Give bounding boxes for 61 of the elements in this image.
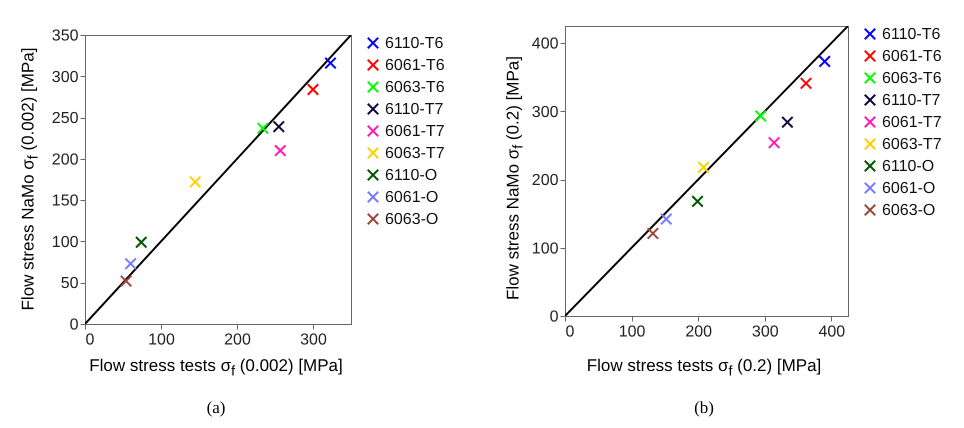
x-axis-title: Flow stress tests σ$_{f}$ (0.002) [MPa] (89, 356, 343, 380)
legend-label: 6061-O (385, 189, 438, 206)
y-tick-label: 100 (52, 234, 79, 251)
y-tick-label: 200 (52, 151, 79, 168)
point (646, 227, 660, 240)
point (660, 212, 672, 226)
y-tick-label: 100 (532, 240, 559, 258)
x-tick-label: 300 (752, 324, 779, 340)
point (256, 122, 270, 135)
legend-label: 6110-T7 (882, 92, 941, 109)
legend-label: 6063-T6 (385, 79, 445, 96)
y-tick-label: 400 (532, 36, 559, 53)
x-tick-label: 200 (685, 324, 712, 340)
x-axis-title: Flow stress tests σ$_{f}$ (0.2) [MPa] (586, 356, 822, 380)
legend-label: 6110-T7 (385, 101, 444, 118)
point (272, 120, 286, 133)
legend-label: 6110-O (385, 167, 438, 184)
point (691, 195, 704, 208)
y-tick-label: 200 (532, 172, 559, 190)
point (124, 257, 137, 270)
x-tick-label: 0 (566, 324, 574, 340)
point (120, 274, 132, 288)
legend-label: 6061-T7 (882, 114, 942, 131)
legend-label: 6061-O (882, 180, 936, 197)
legend-label: 6110-T6 (385, 35, 444, 52)
legend-label: 6063-T6 (882, 70, 942, 87)
point (818, 55, 831, 68)
point (134, 236, 148, 248)
legend-label: 6063-T7 (385, 145, 445, 162)
point (274, 144, 287, 157)
x-tick-label: 300 (300, 332, 327, 348)
x-tick-label: 0 (86, 332, 94, 348)
point (768, 136, 780, 149)
x-tick-label: 100 (148, 332, 175, 348)
y-tick-label: 50 (60, 275, 79, 292)
legend-label: 6063-O (385, 211, 438, 228)
y-tick-label: 250 (52, 110, 79, 128)
point (306, 83, 320, 96)
y-tick-label: 0 (550, 308, 559, 326)
point (781, 116, 794, 128)
legend-label: 6110-T6 (882, 26, 941, 43)
point (697, 161, 710, 174)
point (188, 176, 202, 188)
y-tick-label: 300 (532, 104, 559, 121)
point (754, 110, 768, 122)
legend-label: 6061-T7 (385, 123, 445, 140)
y-tick-label: 350 (52, 28, 79, 44)
x-tick-label: 100 (618, 324, 646, 340)
legend-label: 6061-T6 (882, 48, 942, 65)
text: (a) (206, 398, 226, 418)
point (324, 56, 337, 70)
y-tick-label: 150 (52, 192, 79, 210)
text: (b) (694, 398, 714, 418)
x-tick-label: 200 (224, 332, 251, 348)
legend-label: 6061-T6 (385, 57, 445, 74)
legend-label: 6063-O (882, 202, 936, 219)
y-tick-label: 300 (52, 68, 79, 86)
legend-label: 6063-T7 (882, 136, 942, 153)
legend-label: 6110-O (882, 158, 934, 175)
point (800, 77, 812, 90)
x-tick-label: 400 (818, 324, 846, 340)
